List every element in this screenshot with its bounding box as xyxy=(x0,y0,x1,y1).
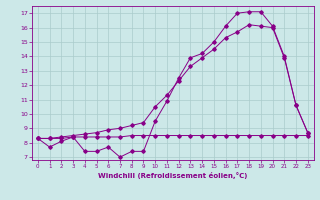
X-axis label: Windchill (Refroidissement éolien,°C): Windchill (Refroidissement éolien,°C) xyxy=(98,172,247,179)
